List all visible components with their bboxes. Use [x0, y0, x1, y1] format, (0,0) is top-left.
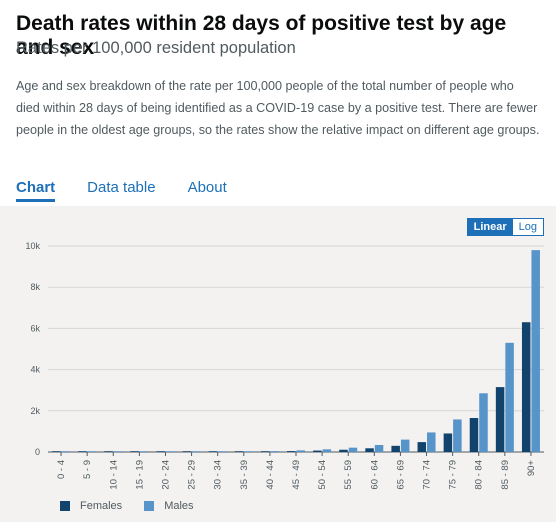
linear-scale-button[interactable]: Linear — [467, 219, 513, 235]
bar-females — [365, 448, 374, 452]
x-tick-label: 20 - 24 — [160, 460, 171, 490]
tab-chart[interactable]: Chart — [16, 178, 56, 202]
x-tick-label: 85 - 89 — [500, 460, 511, 490]
legend-item-males: Males — [144, 500, 194, 512]
y-tick-label: 6k — [30, 323, 40, 333]
bar-females — [130, 451, 139, 452]
page-title: Death rates within 28 days of positive t… — [16, 12, 507, 59]
bar-males — [113, 451, 123, 452]
log-scale-button[interactable]: Log — [512, 219, 543, 235]
chart-description: Age and sex breakdown of the rate per 10… — [16, 79, 540, 137]
bar-females — [313, 450, 322, 452]
y-tick-label: 10k — [25, 241, 40, 251]
bar-females — [521, 322, 531, 452]
x-tick-label: 70 - 74 — [422, 460, 433, 490]
legend-label-males: Males — [164, 500, 194, 512]
bar-males — [244, 451, 253, 452]
bar-males — [139, 451, 149, 452]
x-tick-label: 15 - 19 — [134, 460, 145, 490]
bar-females — [495, 387, 505, 452]
x-tick-label: 0 - 4 — [56, 460, 67, 479]
x-tick-label: 30 - 34 — [213, 460, 224, 490]
tab-bar: Chart Data table About — [16, 178, 259, 204]
bar-males — [87, 451, 97, 452]
bar-females — [104, 451, 113, 452]
y-tick-label: 4k — [30, 365, 40, 375]
bar-males — [296, 450, 305, 452]
x-tick-label: 10 - 14 — [108, 460, 119, 490]
bar-males — [427, 432, 436, 452]
x-tick-label: 40 - 44 — [265, 460, 276, 490]
y-tick-label: 8k — [30, 282, 40, 292]
bar-females — [260, 451, 270, 452]
legend-swatch-females — [60, 501, 70, 511]
x-tick-label: 90+ — [526, 460, 537, 477]
x-tick-label: 55 - 59 — [343, 460, 354, 490]
bar-males — [374, 444, 384, 452]
bar-males — [505, 342, 514, 452]
scale-toggle: Linear Log — [466, 218, 544, 236]
x-tick-label: 5 - 9 — [82, 460, 93, 479]
bar-females — [469, 418, 479, 452]
bar-males — [270, 451, 279, 452]
bar-females — [208, 451, 218, 452]
x-tick-label: 45 - 49 — [291, 460, 302, 490]
bar-males — [531, 250, 540, 452]
x-tick-label: 25 - 29 — [187, 460, 198, 490]
tab-data-table[interactable]: Data table — [87, 179, 156, 196]
bar-females — [156, 451, 165, 452]
bar-females — [52, 451, 61, 452]
bar-males — [218, 451, 227, 452]
bar-females — [182, 451, 192, 452]
bar-males — [322, 449, 332, 452]
page-subtitle: Rates per 100,000 resident population — [16, 39, 296, 57]
bar-males — [479, 393, 488, 452]
chart-panel: Linear Log 0 2k 4k 6k 8k 10k 0 - 4 5 - 9 10 - 14… — [0, 206, 556, 522]
bar-males — [453, 419, 462, 452]
bar-females — [339, 449, 348, 452]
bar-females — [287, 451, 296, 452]
x-tick-label: 65 - 69 — [395, 460, 406, 490]
bar-females — [391, 445, 400, 452]
legend-swatch-males — [144, 501, 155, 511]
bar-females — [417, 442, 427, 452]
x-tick-label: 75 - 79 — [448, 460, 459, 490]
y-tick-label: 2k — [30, 406, 40, 416]
bar-females — [234, 451, 244, 452]
legend-label-females: Females — [80, 500, 123, 512]
bar-males — [192, 451, 201, 452]
bar-chart: 0 2k 4k 6k 8k 10k 0 - 4 5 - 9 10 - 14 15 - 19 20 -… — [25, 241, 544, 490]
x-tick-label: 80 - 84 — [474, 460, 485, 490]
bar-females — [443, 433, 453, 452]
x-tick-label: 50 - 54 — [317, 460, 328, 490]
bar-females — [78, 451, 87, 452]
bar-males — [348, 447, 358, 452]
bar-males — [165, 451, 175, 452]
bar-males — [61, 451, 71, 452]
y-tick-label: 0 — [35, 447, 40, 457]
bar-males — [400, 439, 410, 452]
chart-legend: Females Males — [60, 500, 216, 512]
tab-about[interactable]: About — [187, 179, 227, 196]
legend-item-females: Females — [60, 500, 122, 512]
x-tick-label: 60 - 64 — [369, 460, 380, 490]
x-tick-label: 35 - 39 — [239, 460, 250, 490]
